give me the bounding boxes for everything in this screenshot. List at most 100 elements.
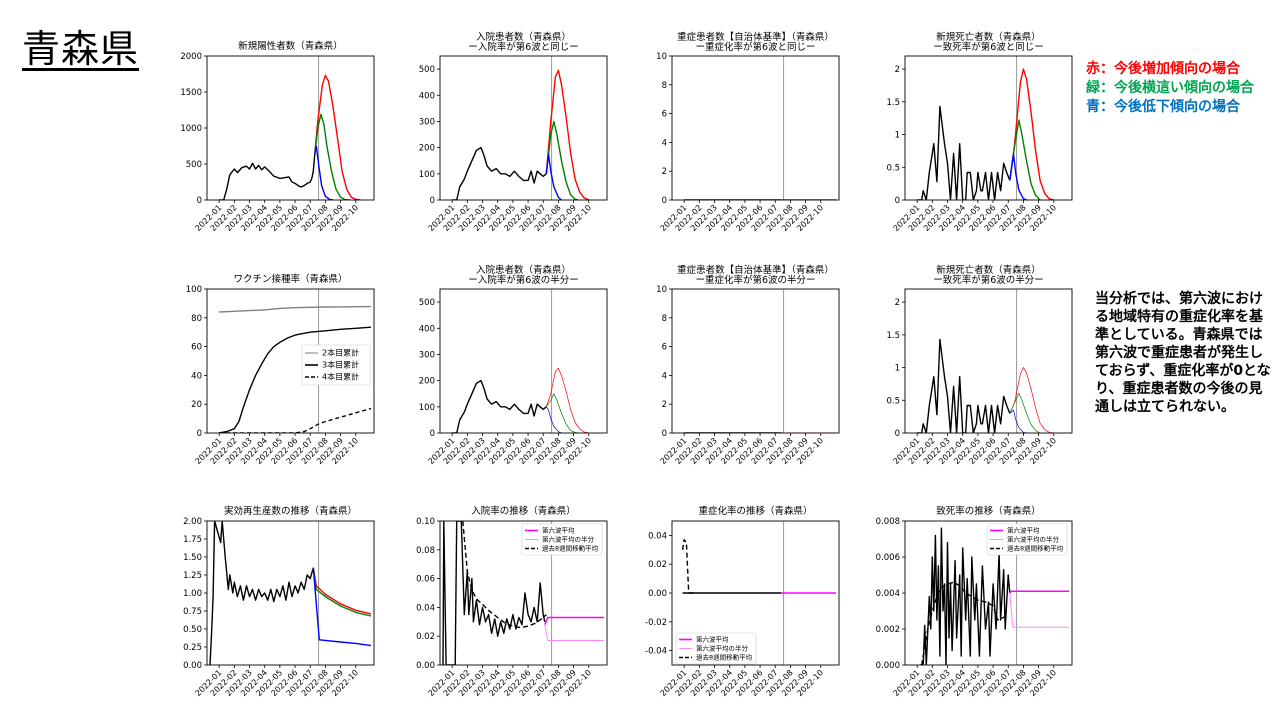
chart-title: ワクチン接種率（青森県） bbox=[233, 273, 347, 285]
y-tick-label: 0.10 bbox=[416, 517, 435, 527]
y-tick-label: 60 bbox=[191, 343, 202, 353]
series-line-gray bbox=[219, 305, 372, 313]
y-tick-label: 0.008 bbox=[876, 517, 900, 527]
chart-title: 重症化率の推移（青森県） bbox=[698, 505, 812, 517]
chart-title: 入院率の推移（青森県） bbox=[471, 505, 576, 517]
chart-svg: 入院率の推移（青森県）0.000.020.040.060.080.102022-… bbox=[416, 505, 608, 698]
y-tick-label: 8 bbox=[662, 81, 667, 91]
scenario-legend-red: 赤：今後増加傾向の場合 bbox=[1086, 61, 1240, 77]
series-group bbox=[452, 367, 589, 433]
series-group bbox=[442, 521, 604, 665]
y-tick-label: 0 bbox=[662, 196, 667, 206]
series-group bbox=[219, 74, 361, 200]
y-tick-label: 400 bbox=[419, 91, 435, 101]
chart-svg: 新規死亡者数（青森県）ー致死率が第6波の半分ー00.511.522022-012… bbox=[886, 264, 1073, 466]
chart-title-text: 新規死亡者数（青森県） bbox=[936, 31, 1041, 43]
plot-frame bbox=[904, 288, 1073, 434]
y-tick-label: 0.50 bbox=[183, 625, 202, 635]
chart-subtitle-text: ー入院率が第6波と同じー bbox=[468, 41, 579, 53]
y-tick-label: 4 bbox=[662, 371, 667, 381]
y-tick-label: 0.08 bbox=[416, 546, 435, 556]
series-group bbox=[209, 521, 372, 665]
legend-box bbox=[521, 523, 603, 556]
y-tick-label: 1500 bbox=[180, 88, 202, 98]
legend-box bbox=[986, 523, 1068, 556]
series-line-black bbox=[920, 527, 1011, 665]
y-tick-label: 1.25 bbox=[183, 571, 202, 581]
chart-svg: 新規死亡者数（青森県）ー致死率が第6波と同じー00.511.522022-012… bbox=[886, 31, 1073, 233]
chart-svg: 致死率の推移（青森県）0.0000.0020.0040.0060.0082022… bbox=[876, 505, 1073, 698]
chart-title: 実効再生産数の推移（青森県） bbox=[224, 505, 357, 517]
y-tick-label: 10 bbox=[656, 285, 667, 295]
plot-frame bbox=[671, 520, 840, 666]
chart-subtitle-text: ー致死率が第6波の半分ー bbox=[933, 274, 1044, 286]
y-tick-label: 0.5 bbox=[886, 163, 900, 173]
series-line-green bbox=[1009, 392, 1041, 433]
legend-label: 過去8週間移動平均 bbox=[1007, 544, 1064, 553]
legend-label: 過去8週間移動平均 bbox=[696, 653, 753, 662]
y-tick-label: 2 bbox=[895, 65, 900, 75]
plot-frame bbox=[904, 55, 1073, 201]
y-tick-label: 0.004 bbox=[876, 589, 900, 599]
y-tick-label: 6 bbox=[662, 110, 667, 120]
y-tick-label: 2000 bbox=[180, 52, 202, 62]
chart-svg: ワクチン接種率（青森県）0204060801002022-012022-0220… bbox=[186, 273, 375, 466]
series-line-green bbox=[314, 113, 350, 200]
series-group bbox=[917, 338, 1054, 433]
y-tick-label: 1.5 bbox=[886, 331, 900, 341]
chart-title-text: 重症患者数【自治体基準】（青森県） bbox=[677, 31, 834, 43]
chart-title-text: 新規陽性者数（青森県） bbox=[238, 40, 343, 52]
y-tick-label: 2 bbox=[662, 400, 667, 410]
legend-label: 第六波平均 bbox=[542, 526, 575, 535]
y-tick-label: 10 bbox=[656, 52, 667, 62]
chart-svg: 実効再生産数の推移（青森県） 0.00 0.25 0.50 0.75 1.00 1.25 1.… bbox=[183, 505, 375, 698]
chart-subtitle-text: ー重症化率が第6波と同じー bbox=[695, 41, 815, 53]
y-tick-label: 40 bbox=[191, 371, 202, 381]
chart-title: 重症患者数【自治体基準】（青森県）ー重症化率が第6波の半分ー bbox=[677, 264, 834, 286]
y-tick-label: 100 bbox=[186, 285, 202, 295]
y-tick-label: 500 bbox=[419, 298, 435, 308]
series-group bbox=[681, 539, 836, 594]
chart-title: 致死率の推移（青森県） bbox=[936, 505, 1041, 517]
y-tick-label: 0.06 bbox=[416, 575, 435, 585]
y-tick-label: 1.75 bbox=[183, 535, 202, 545]
y-tick-label: 100 bbox=[419, 403, 435, 413]
scenario-legend-green: 緑：今後横這い傾向の場合 bbox=[1086, 80, 1254, 96]
series-line-red bbox=[314, 74, 361, 200]
y-tick-label: 200 bbox=[419, 144, 435, 154]
legend-label: 4本目累計 bbox=[322, 372, 359, 382]
y-tick-label: 0.75 bbox=[183, 607, 202, 617]
chart-svg: 新規陽性者数（青森県）05001000150020002022-012022-0… bbox=[180, 40, 375, 233]
legend-label: 過去8週間移動平均 bbox=[542, 544, 599, 553]
y-tick-label: 20 bbox=[191, 400, 202, 410]
y-tick-label: 4 bbox=[662, 138, 667, 148]
series-line-green bbox=[545, 120, 579, 200]
y-tick-label: 200 bbox=[419, 377, 435, 387]
series-line-red bbox=[1009, 68, 1054, 200]
chart-legend: 2本目累計 3本目累計 4本目累計 bbox=[301, 344, 371, 386]
y-tick-label: 500 bbox=[186, 160, 202, 170]
y-tick-label: 0 bbox=[662, 429, 667, 439]
y-tick-label: 0.000 bbox=[876, 661, 900, 671]
y-tick-label: 0.04 bbox=[416, 603, 435, 613]
y-tick-label: 1000 bbox=[180, 124, 202, 134]
series-line-red bbox=[545, 367, 589, 433]
plot-frame bbox=[439, 55, 608, 201]
chart-title-text: 入院率の推移（青森県） bbox=[471, 505, 576, 517]
y-tick-label: 400 bbox=[419, 324, 435, 334]
y-tick-label: 1 bbox=[895, 131, 900, 141]
series-line-green bbox=[546, 393, 579, 433]
y-tick-label: 6 bbox=[662, 343, 667, 353]
y-tick-label: -0.04 bbox=[645, 647, 667, 657]
y-tick-label: -0.02 bbox=[645, 618, 667, 628]
series-group bbox=[920, 527, 1069, 665]
chart-title-text: 入院患者数（青森県） bbox=[476, 264, 571, 276]
y-tick-label: 2 bbox=[895, 298, 900, 308]
page-title: 青森県 bbox=[22, 27, 140, 71]
chart-svg: 重症患者数【自治体基準】（青森県）ー重症化率が第6波と同じー0246810202… bbox=[656, 31, 840, 233]
series-group bbox=[452, 69, 590, 200]
series-line-black bbox=[681, 539, 695, 594]
series-group bbox=[218, 305, 372, 433]
y-tick-label: 0.00 bbox=[183, 661, 202, 671]
chart-subtitle-text: ー重症化率が第6波の半分ー bbox=[695, 274, 815, 286]
